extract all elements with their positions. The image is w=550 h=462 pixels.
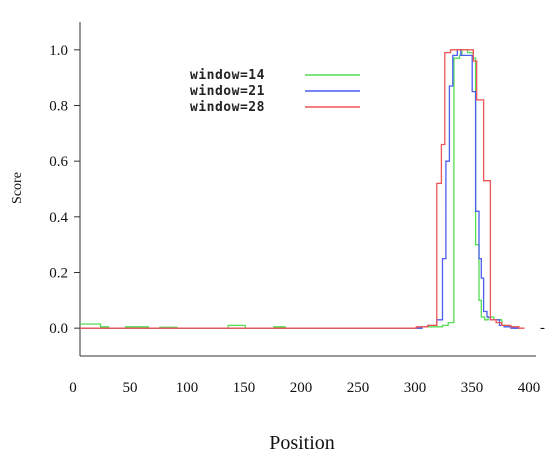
plot-axes (79, 22, 536, 357)
x-tick-group: 0 50 100 150 200 250 300 350 400 (69, 380, 540, 396)
series-line-1 (80, 49, 519, 329)
y-tick-label: 0.6 (49, 154, 68, 170)
x-axis-title: Position (269, 432, 335, 454)
x-tick-label: 0 (69, 380, 77, 396)
annotation-label: - (540, 320, 545, 336)
y-tick-label: 1.0 (49, 43, 68, 59)
x-tick-label: 350 (461, 380, 484, 396)
y-tick-label: 0.2 (49, 266, 68, 282)
x-tick-label: 250 (347, 380, 370, 396)
x-tick-label: 50 (123, 380, 138, 396)
legend-label-3: window=28 (190, 100, 265, 115)
legend-label-2: window=21 (190, 84, 265, 99)
x-tick-label: 300 (404, 380, 427, 396)
x-tick-label: 200 (290, 380, 313, 396)
y-tick-label: 0.0 (49, 321, 68, 337)
legend-label-1: window=14 (190, 68, 265, 83)
series-line-3 (80, 49, 525, 329)
y-tick-label: 0.8 (49, 99, 68, 115)
y-tick-label: 0.4 (49, 210, 68, 226)
x-tick-label: 100 (176, 380, 199, 396)
annotation-group: - (540, 320, 545, 336)
x-tick-label: 150 (233, 380, 256, 396)
y-tick-group: 0.0 0.2 0.4 0.6 0.8 1.0 (49, 43, 80, 337)
series-group (80, 49, 525, 329)
y-axis-title: Score (10, 172, 25, 204)
series-line-2 (80, 49, 519, 329)
x-tick-label: 400 (518, 380, 541, 396)
